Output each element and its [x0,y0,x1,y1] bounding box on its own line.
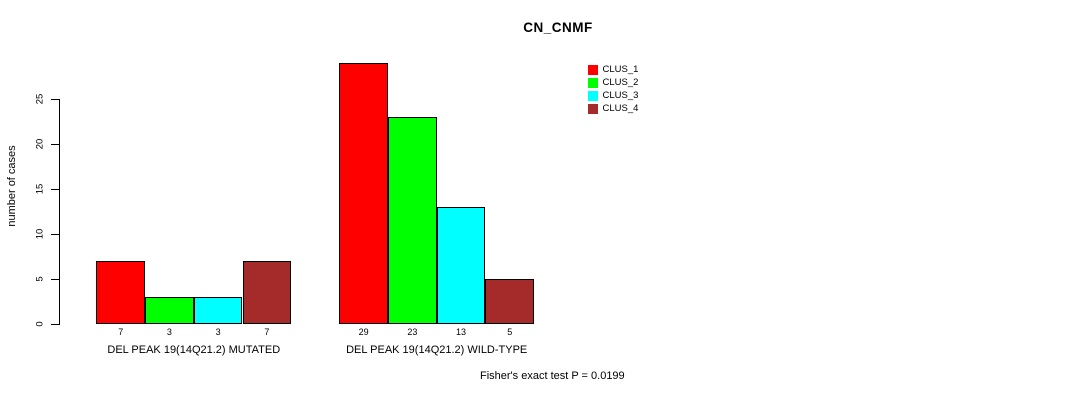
bar-clus_3-group1 [193,296,243,324]
chart-title: CN_CNMF [523,20,593,35]
bar-value-label: 5 [507,326,513,337]
legend-item: CLUS_1 [588,65,638,75]
y-axis-tick-label: 0 [34,321,46,327]
bar-value-label: 13 [456,326,467,337]
legend-label: CLUS_1 [602,64,639,75]
y-axis-tick [51,323,59,325]
annotation-text: Fisher's exact test P = 0.0199 [480,370,625,382]
y-axis-tick-label: 20 [34,138,46,150]
group-label: DEL PEAK 19(14Q21.2) MUTATED [107,343,281,356]
legend-swatch [588,65,598,75]
y-axis-tick [51,143,59,145]
bar-clus_3-group2 [436,206,486,324]
bar-value-label: 3 [215,326,221,337]
bar-value-label: 3 [166,326,172,337]
y-axis-tick-label: 15 [34,183,46,195]
legend-label: CLUS_3 [602,90,639,101]
y-axis-tick-label: 25 [34,93,46,105]
legend-label: CLUS_4 [602,103,639,114]
legend-item: CLUS_4 [588,104,638,114]
legend-item: CLUS_3 [588,91,638,101]
bar-clus_2-group2 [388,116,437,324]
bar-value-label: 7 [118,326,124,337]
legend-label: CLUS_2 [602,77,639,88]
bar-clus_2-group1 [145,296,194,324]
y-axis-line [58,98,60,325]
bar-value-label: 7 [264,326,270,337]
legend-swatch [588,91,598,101]
y-axis-tick [51,233,59,235]
y-axis-tick [51,278,59,280]
bar-value-label: 29 [358,326,369,337]
legend-swatch [588,78,598,88]
legend: CLUS_1 CLUS_2 CLUS_3 CLUS_4 [588,65,638,117]
legend-swatch [588,104,598,114]
legend-item: CLUS_2 [588,78,638,88]
bar-value-label: 23 [407,326,418,337]
bar-clus_1-group1 [96,260,146,324]
y-axis-tick [51,188,59,190]
group-label: DEL PEAK 19(14Q21.2) WILD-TYPE [346,343,528,356]
y-axis-tick [51,98,59,100]
bar-clus_4-group2 [485,278,535,324]
bar-clus_4-group1 [242,260,292,324]
bar-clus_1-group2 [339,62,388,324]
y-axis-tick-label: 10 [34,228,46,240]
y-axis-tick-label: 5 [34,276,46,282]
